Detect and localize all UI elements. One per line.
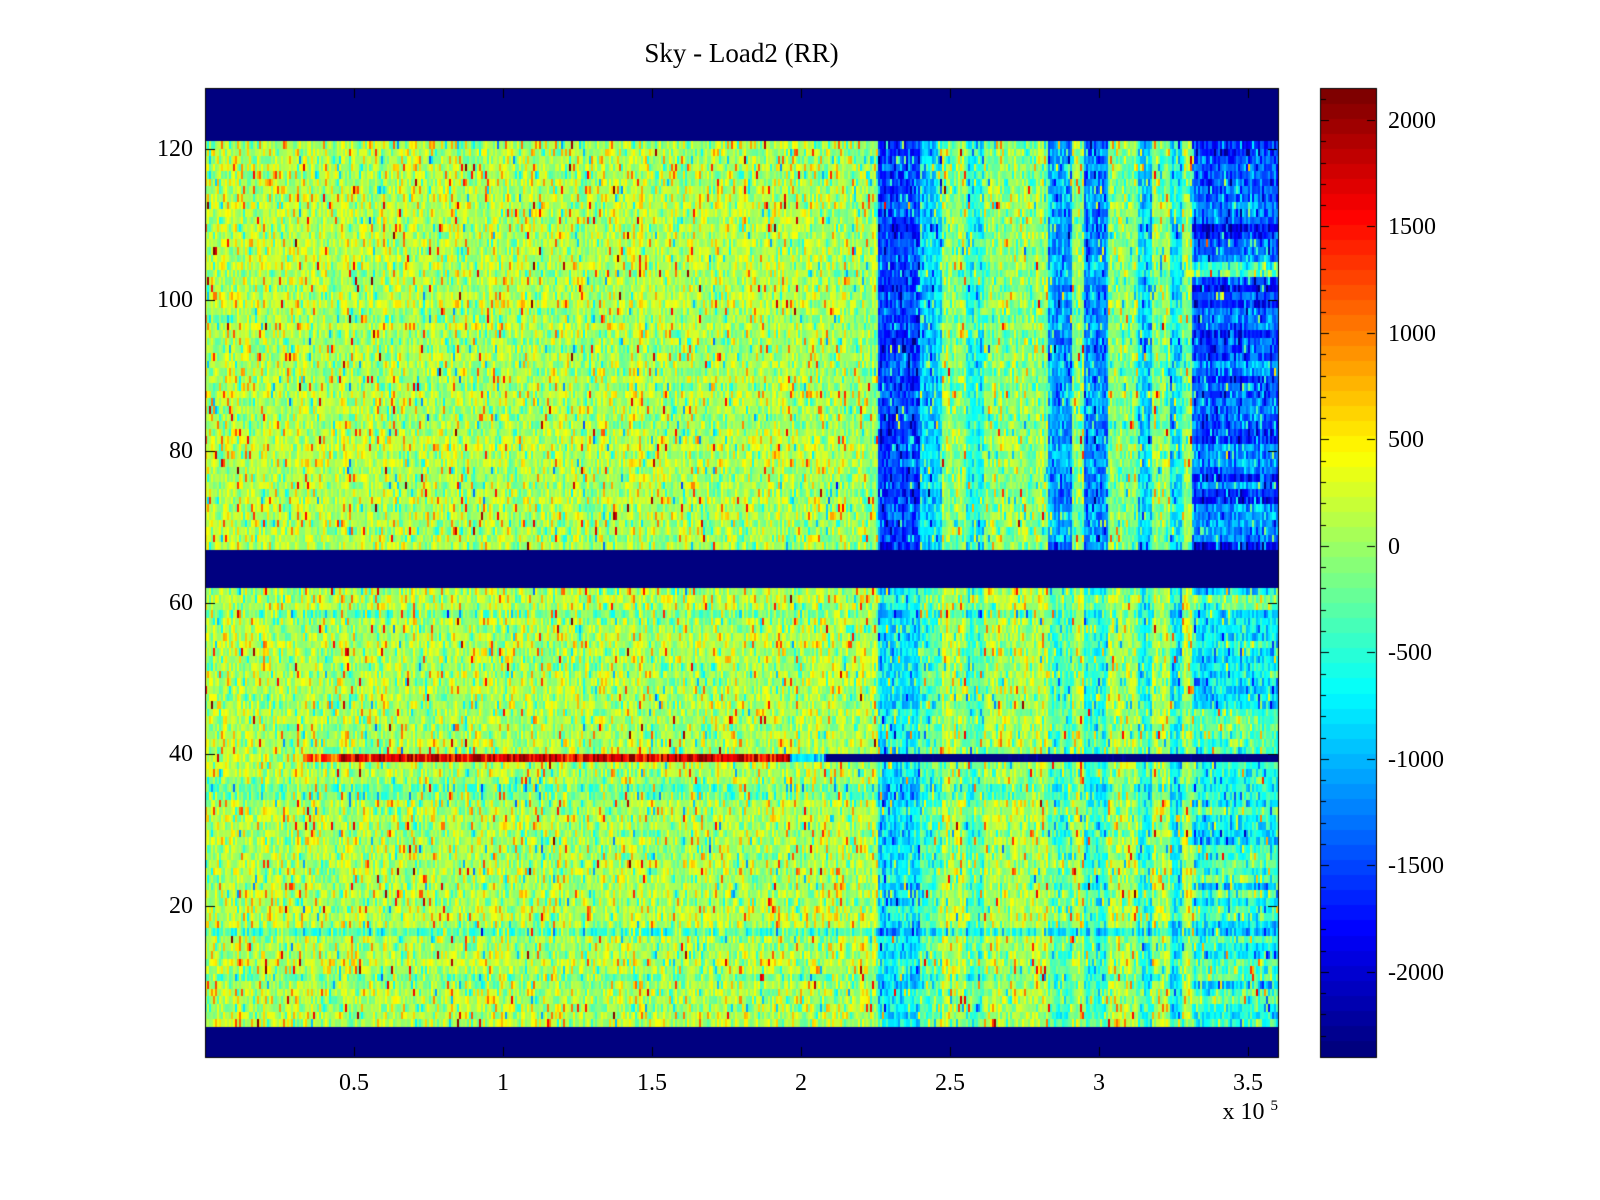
colorbar-tick-label: 0 [1388,534,1400,560]
x-axis-tick-label: 0.5 [339,1070,369,1096]
x-axis-tick-label: 3.5 [1233,1070,1263,1096]
x-axis-tick-label: 2 [795,1070,807,1096]
y-axis-tick-label: 120 [157,136,193,162]
y-axis-tick-label: 100 [157,287,193,313]
x-axis-exponent-label: x 10 5 [1128,1098,1279,1126]
x-axis-tick-label: 1.5 [637,1070,667,1096]
colorbar-tick-label: -500 [1388,640,1432,666]
colorbar-tick-label: -1500 [1388,853,1444,879]
x-axis-tick-label: 1 [497,1070,509,1096]
exponent-power: 5 [1270,1098,1279,1114]
exponent-prefix: x 10 [1222,1099,1265,1125]
colorbar-tick-label: 500 [1388,427,1424,453]
y-axis-tick-label: 40 [169,741,193,767]
colorbar-tick-label: -2000 [1388,960,1444,986]
colorbar-tick-label: -1000 [1388,747,1444,773]
colorbar-tick-label: 1500 [1388,214,1436,240]
x-axis-tick-label: 2.5 [935,1070,965,1096]
y-axis-tick-label: 60 [169,590,193,616]
y-axis-tick-label: 80 [169,438,193,464]
x-axis-tick-label: 3 [1093,1070,1105,1096]
y-axis-tick-label: 20 [169,893,193,919]
colorbar-tick-label: 2000 [1388,108,1436,134]
colorbar-tick-label: 1000 [1388,321,1436,347]
chart-title: Sky - Load2 (RR) [644,38,839,68]
